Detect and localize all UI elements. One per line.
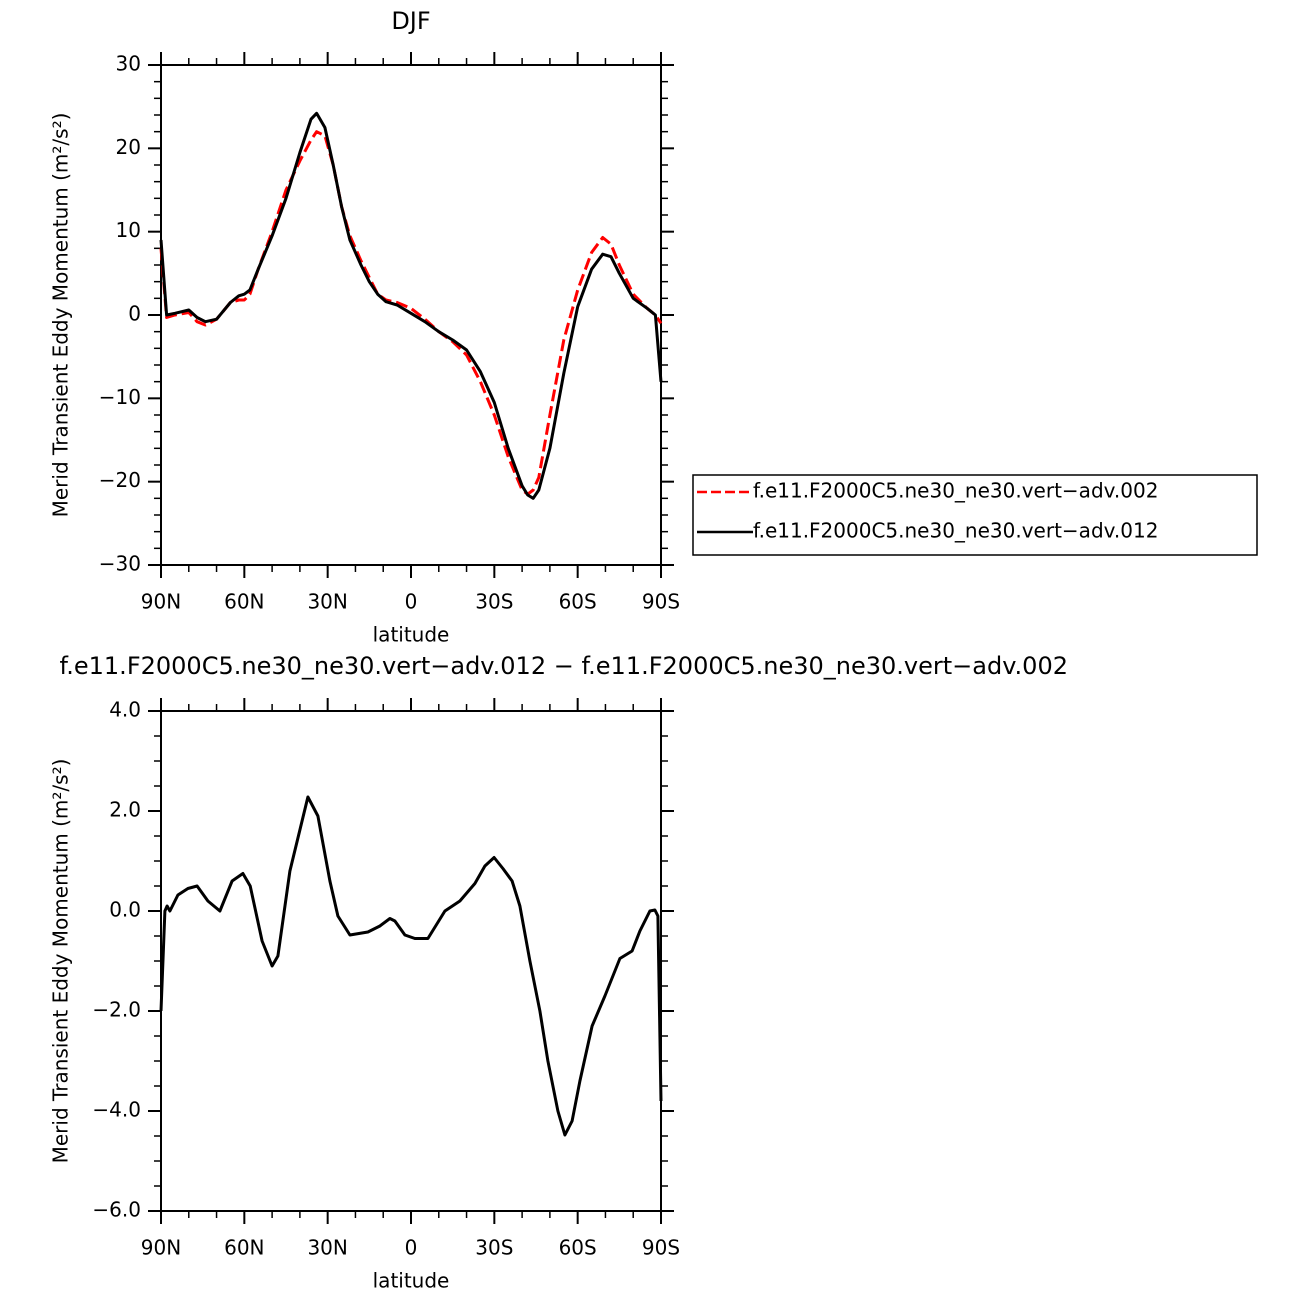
x-tick-label: 90S	[642, 590, 680, 614]
x-tick-label: 90N	[141, 590, 181, 614]
x-tick-label: 60S	[559, 590, 597, 614]
x-tick-label: 60N	[224, 590, 264, 614]
x-tick-label: 30N	[307, 590, 347, 614]
y-tick-label: −30	[99, 552, 141, 576]
series-line	[159, 795, 663, 1137]
y-tick-label: −6.0	[92, 1198, 141, 1222]
legend-label: f.e11.F2000C5.ne30_ne30.vert−adv.012	[753, 519, 1158, 543]
x-tick-label: 90S	[642, 1236, 680, 1260]
x-tick-label: 90N	[141, 1236, 181, 1260]
x-axis-label: latitude	[373, 623, 450, 647]
x-tick-label: 60S	[559, 1236, 597, 1260]
y-tick-label: −20	[99, 468, 141, 492]
y-tick-label: 0	[128, 302, 141, 326]
series-line	[159, 111, 663, 500]
chart-title: DJF	[391, 7, 430, 35]
plot-frame	[160, 710, 662, 1212]
y-tick-label: 2.0	[109, 798, 141, 822]
y-axis-label: Merid Transient Eddy Momentum (m²/s²)	[49, 759, 73, 1164]
y-tick-label: 4.0	[109, 698, 141, 722]
x-tick-label: 30N	[307, 1236, 347, 1260]
y-tick-label: 0.0	[109, 898, 141, 922]
chart-title: f.e11.F2000C5.ne30_ne30.vert−adv.012 − f…	[60, 652, 1068, 680]
y-tick-label: −4.0	[92, 1098, 141, 1122]
legend-box	[692, 474, 1258, 556]
legend-label: f.e11.F2000C5.ne30_ne30.vert−adv.002	[753, 479, 1158, 503]
x-tick-label: 0	[405, 1236, 418, 1260]
y-tick-label: 30	[116, 52, 141, 76]
x-tick-label: 30S	[475, 1236, 513, 1260]
x-tick-label: 60N	[224, 1236, 264, 1260]
y-tick-label: −10	[99, 385, 141, 409]
y-tick-label: 20	[116, 135, 141, 159]
y-tick-label: 10	[116, 218, 141, 242]
y-axis-label: Merid Transient Eddy Momentum (m²/s²)	[49, 113, 73, 518]
x-axis-label: latitude	[373, 1269, 450, 1293]
y-tick-label: −2.0	[92, 998, 141, 1022]
x-tick-label: 30S	[475, 590, 513, 614]
x-tick-label: 0	[405, 590, 418, 614]
